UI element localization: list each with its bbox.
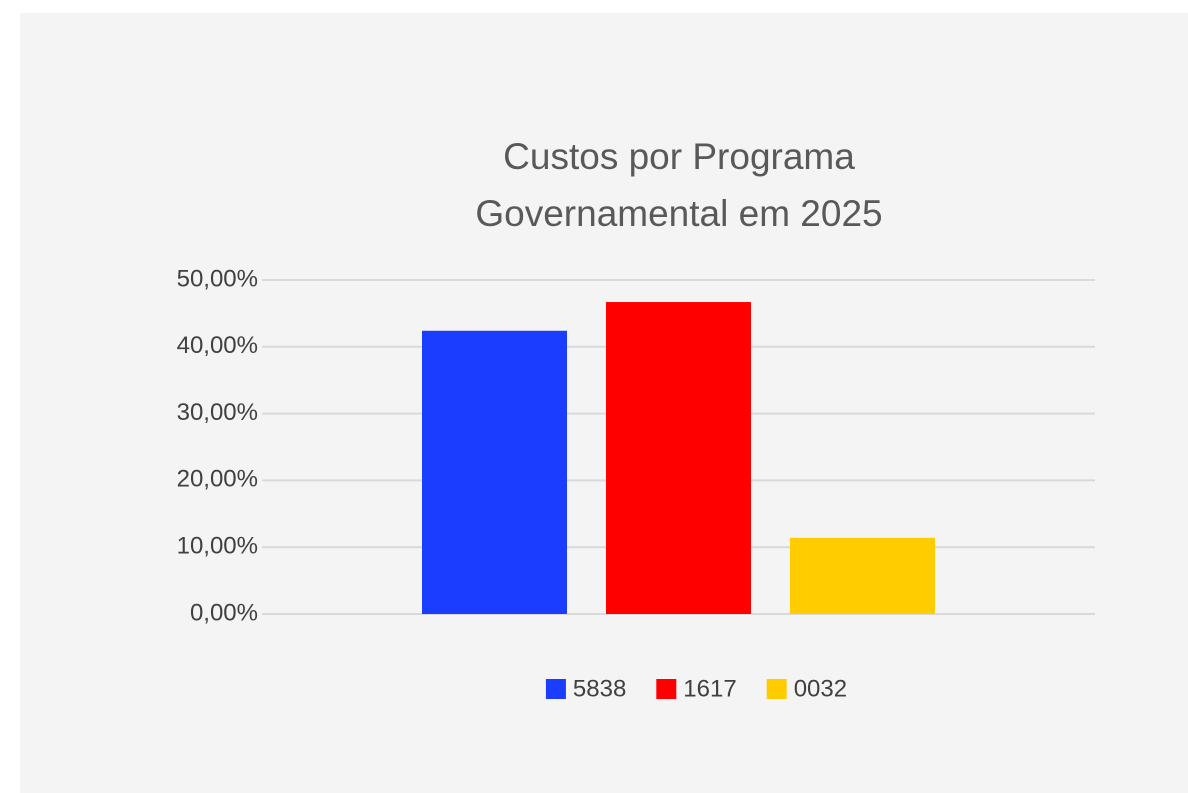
legend-swatch xyxy=(656,679,677,699)
chart-title: Custos por Programa Governamental em 202… xyxy=(475,136,883,234)
y-tick-label: 10,00% xyxy=(177,533,258,560)
legend-label: 0032 xyxy=(794,675,847,702)
y-tick-label: 20,00% xyxy=(177,466,258,493)
bar xyxy=(606,302,751,614)
legend-label: 5838 xyxy=(573,675,626,702)
y-tick-label: 30,00% xyxy=(177,399,258,426)
legend-swatch xyxy=(545,679,566,699)
legend-swatch xyxy=(766,679,787,699)
bar xyxy=(422,330,567,614)
bar xyxy=(790,537,935,614)
y-tick-label: 40,00% xyxy=(177,332,258,359)
legend-label: 1617 xyxy=(683,675,736,702)
y-tick-label: 0,00% xyxy=(190,599,258,626)
y-tick-label: 50,00% xyxy=(177,265,258,292)
chart-background xyxy=(20,13,1188,793)
chart-title-box: Custos por Programa Governamental em 202… xyxy=(354,128,1004,242)
